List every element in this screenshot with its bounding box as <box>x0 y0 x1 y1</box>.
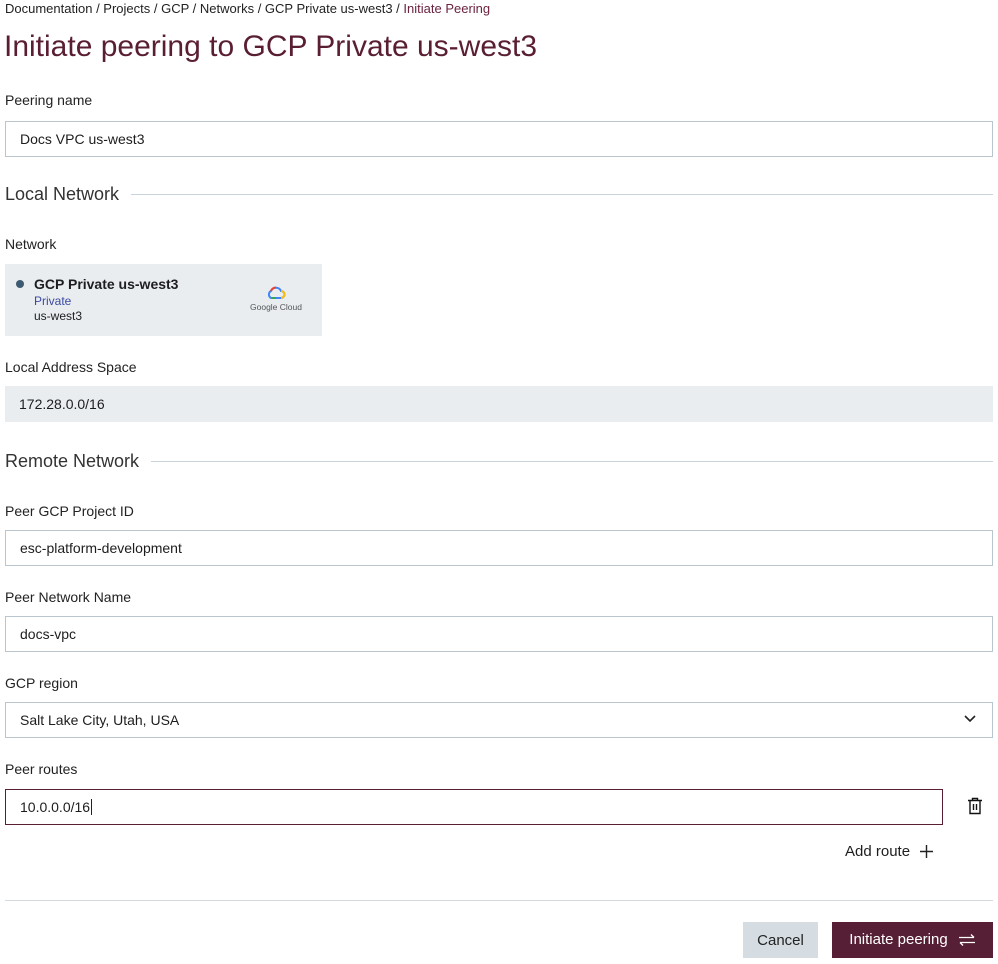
routes-label: Peer routes <box>5 761 78 777</box>
divider <box>151 461 993 462</box>
network-name-label: Peer Network Name <box>5 589 132 605</box>
network-label: Network <box>5 236 57 252</box>
plus-icon <box>920 845 934 858</box>
remote-network-title: Remote Network <box>5 451 140 471</box>
cancel-button[interactable]: Cancel <box>743 922 818 958</box>
remote-network-heading: Remote Network <box>5 451 993 472</box>
project-id-value: esc-platform-development <box>20 540 182 556</box>
initiate-peering-label: Initiate peering <box>849 931 948 948</box>
breadcrumb-gcp[interactable]: GCP <box>161 1 190 16</box>
project-id-input[interactable]: esc-platform-development <box>5 530 993 566</box>
breadcrumb-networks[interactable]: Networks <box>199 1 255 16</box>
network-region: us-west3 <box>34 309 83 323</box>
add-route-button[interactable]: Add route <box>845 843 934 860</box>
chevron-down-icon <box>964 715 976 723</box>
trash-icon[interactable] <box>967 797 983 815</box>
route-input[interactable]: 10.0.0.0/16 <box>5 789 943 825</box>
add-route-label: Add route <box>845 843 911 860</box>
text-cursor <box>91 799 93 815</box>
local-network-title: Local Network <box>5 184 120 204</box>
provider-name: Google Cloud <box>250 302 302 312</box>
google-cloud-logo: Google Cloud <box>241 286 311 312</box>
network-card: GCP Private us-west3 Private us-west3 Go… <box>5 264 322 336</box>
page-title: Initiate peering to GCP Private us-west3 <box>4 30 538 63</box>
region-select[interactable]: Salt Lake City, Utah, USA <box>5 702 993 738</box>
local-network-heading: Local Network <box>5 184 993 205</box>
breadcrumb: Documentation / Projects / GCP / Network… <box>5 1 491 16</box>
region-value: Salt Lake City, Utah, USA <box>20 712 180 728</box>
project-id-label: Peer GCP Project ID <box>5 503 134 519</box>
peering-name-input[interactable]: Docs VPC us-west3 <box>5 121 993 157</box>
footer-divider <box>5 900 993 901</box>
initiate-peering-button[interactable]: Initiate peering <box>832 922 993 958</box>
breadcrumb-current: Initiate Peering <box>403 1 491 16</box>
local-address-label: Local Address Space <box>5 359 137 375</box>
status-dot-icon <box>16 280 24 288</box>
swap-arrows-icon <box>958 934 975 946</box>
google-cloud-icon <box>267 286 286 299</box>
region-label: GCP region <box>5 675 78 691</box>
local-address-field: 172.28.0.0/16 <box>5 386 993 422</box>
network-name: GCP Private us-west3 <box>34 276 179 292</box>
breadcrumb-documentation[interactable]: Documentation <box>5 1 93 16</box>
network-name-value: docs-vpc <box>20 626 77 642</box>
peering-name-value: Docs VPC us-west3 <box>20 131 145 147</box>
peering-name-label: Peering name <box>5 92 93 108</box>
network-name-input[interactable]: docs-vpc <box>5 616 993 652</box>
breadcrumb-projects[interactable]: Projects <box>103 1 151 16</box>
route-value: 10.0.0.0/16 <box>20 799 91 815</box>
network-type: Private <box>34 294 72 308</box>
local-address-value: 172.28.0.0/16 <box>19 396 105 412</box>
divider <box>131 194 993 195</box>
breadcrumb-network[interactable]: GCP Private us-west3 <box>264 1 393 16</box>
